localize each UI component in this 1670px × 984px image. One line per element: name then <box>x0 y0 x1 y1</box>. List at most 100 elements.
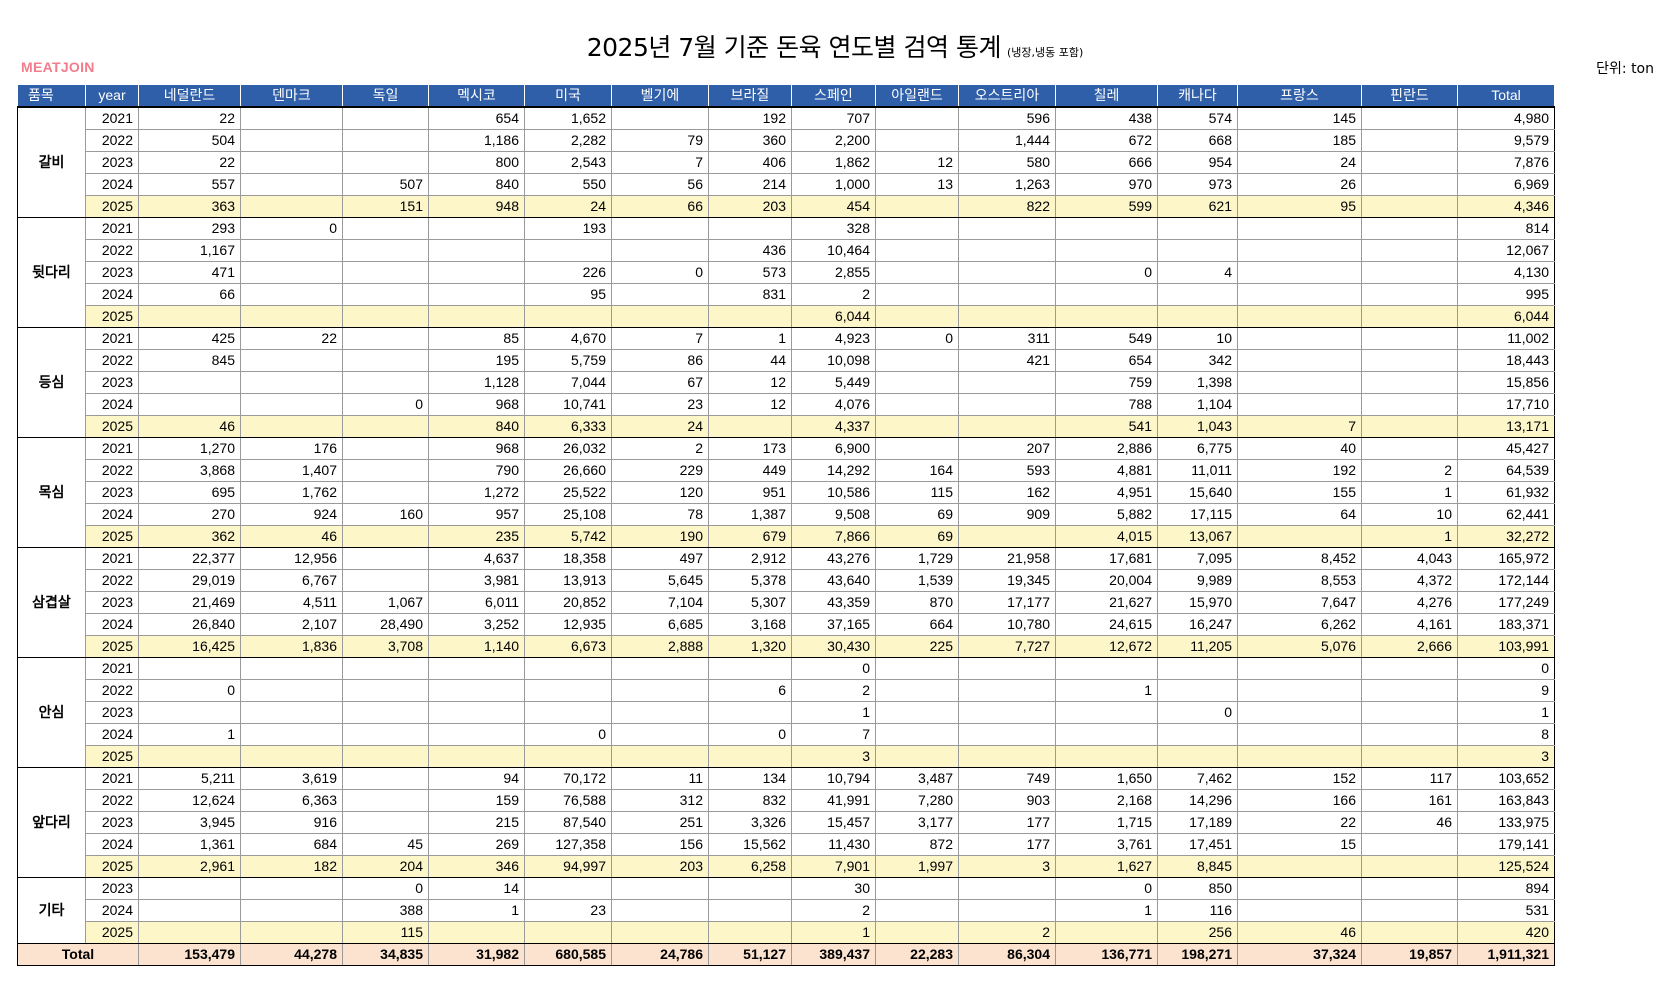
year-cell: 2024 <box>85 503 139 526</box>
value-cell: 1,862 <box>791 151 876 174</box>
value-cell: 924 <box>240 503 343 526</box>
row-total-cell: 420 <box>1457 921 1555 944</box>
value-cell: 10,464 <box>791 239 876 262</box>
column-header: 핀란드 <box>1361 84 1458 108</box>
value-cell: 134 <box>708 767 792 790</box>
value-cell: 1 <box>1361 481 1458 504</box>
value-cell: 17,177 <box>958 591 1056 614</box>
value-cell <box>1237 349 1362 372</box>
value-cell <box>1361 877 1458 900</box>
value-cell: 162 <box>958 481 1056 504</box>
table-row: 2022 12,624 6,363 159 76,588 312 832 41,991 7,28… <box>18 789 1555 812</box>
value-cell: 43,640 <box>791 569 876 592</box>
value-cell <box>708 921 792 944</box>
value-cell <box>1361 129 1458 152</box>
value-cell <box>1055 239 1158 262</box>
value-cell <box>524 921 612 944</box>
value-cell: 4,161 <box>1361 613 1458 636</box>
value-cell: 193 <box>524 217 612 240</box>
year-cell: 2021 <box>85 217 139 240</box>
value-cell: 7,866 <box>791 525 876 548</box>
value-cell: 909 <box>958 503 1056 526</box>
value-cell: 6,775 <box>1157 437 1238 460</box>
value-cell: 654 <box>1055 349 1158 372</box>
value-cell <box>1361 899 1458 922</box>
value-cell: 1,000 <box>791 173 876 196</box>
value-cell <box>138 393 241 416</box>
value-cell: 5,076 <box>1237 635 1362 658</box>
value-cell: 0 <box>342 393 429 416</box>
value-cell: 4,951 <box>1055 481 1158 504</box>
value-cell <box>240 393 343 416</box>
value-cell <box>428 679 525 702</box>
value-cell: 24 <box>611 415 709 438</box>
value-cell <box>1361 305 1458 328</box>
value-cell: 840 <box>428 415 525 438</box>
row-total-cell: 18,443 <box>1457 349 1555 372</box>
value-cell <box>958 525 1056 548</box>
value-cell <box>611 217 709 240</box>
value-cell: 507 <box>342 173 429 196</box>
value-cell: 6,011 <box>428 591 525 614</box>
unit-label: 단위: ton <box>1596 61 1654 77</box>
value-cell: 504 <box>138 129 241 152</box>
value-cell: 4,637 <box>428 547 525 570</box>
value-cell: 14,296 <box>1157 789 1238 812</box>
value-cell: 2 <box>791 899 876 922</box>
value-cell <box>708 701 792 724</box>
value-cell: 3,761 <box>1055 833 1158 856</box>
table-row: 2025 16,425 1,836 3,708 1,140 6,673 2,888 1,320… <box>18 635 1555 658</box>
value-cell: 10,794 <box>791 767 876 790</box>
value-cell <box>138 921 241 944</box>
value-cell <box>342 349 429 372</box>
value-cell: 454 <box>791 195 876 218</box>
value-cell: 3,619 <box>240 767 343 790</box>
total-value-cell: 37,324 <box>1237 943 1362 966</box>
value-cell <box>958 305 1056 328</box>
column-header: 덴마크 <box>240 84 343 108</box>
page-title: 2025년 7월 기준 돈육 연도별 검역 통계 (냉장,냉동 포함) <box>0 28 1670 64</box>
value-cell <box>875 899 959 922</box>
value-cell: 2,200 <box>791 129 876 152</box>
value-cell: 6,333 <box>524 415 612 438</box>
value-cell: 24 <box>1237 151 1362 174</box>
value-cell <box>240 679 343 702</box>
value-cell: 749 <box>958 767 1056 790</box>
value-cell <box>342 723 429 746</box>
value-cell <box>958 745 1056 768</box>
value-cell <box>958 701 1056 724</box>
year-cell: 2021 <box>85 327 139 350</box>
table-row: 2025 362 46 235 5,742 190 679 7,866 69 4,015 13,06… <box>18 525 1555 548</box>
value-cell: 166 <box>1237 789 1362 812</box>
value-cell <box>240 723 343 746</box>
row-total-cell: 64,539 <box>1457 459 1555 482</box>
year-cell: 2023 <box>85 701 139 724</box>
value-cell <box>958 679 1056 702</box>
value-cell <box>875 129 959 152</box>
row-total-cell: 61,932 <box>1457 481 1555 504</box>
value-cell: 707 <box>791 106 876 130</box>
value-cell: 973 <box>1157 173 1238 196</box>
value-cell: 176 <box>240 437 343 460</box>
value-cell: 11,205 <box>1157 635 1238 658</box>
value-cell <box>1361 239 1458 262</box>
value-cell: 870 <box>875 591 959 614</box>
value-cell: 1,997 <box>875 855 959 878</box>
value-cell: 436 <box>708 239 792 262</box>
value-cell <box>240 151 343 174</box>
value-cell: 76,588 <box>524 789 612 812</box>
value-cell: 161 <box>1361 789 1458 812</box>
value-cell: 822 <box>958 195 1056 218</box>
row-total-cell: 9,579 <box>1457 129 1555 152</box>
value-cell: 1 <box>1055 679 1158 702</box>
table-row: 2024 66 95 831 2 995 <box>18 283 1555 306</box>
value-cell: 37,165 <box>791 613 876 636</box>
value-cell <box>240 283 343 306</box>
table-row: 2023 21,469 4,511 1,067 6,011 20,852 7,104 5,30… <box>18 591 1555 614</box>
value-cell: 152 <box>1237 767 1362 790</box>
value-cell: 1,729 <box>875 547 959 570</box>
title-subtitle: (냉장,냉동 포함) <box>1006 46 1084 59</box>
row-total-cell: 62,441 <box>1457 503 1555 526</box>
column-header: 품목 <box>17 84 86 108</box>
value-cell: 160 <box>342 503 429 526</box>
